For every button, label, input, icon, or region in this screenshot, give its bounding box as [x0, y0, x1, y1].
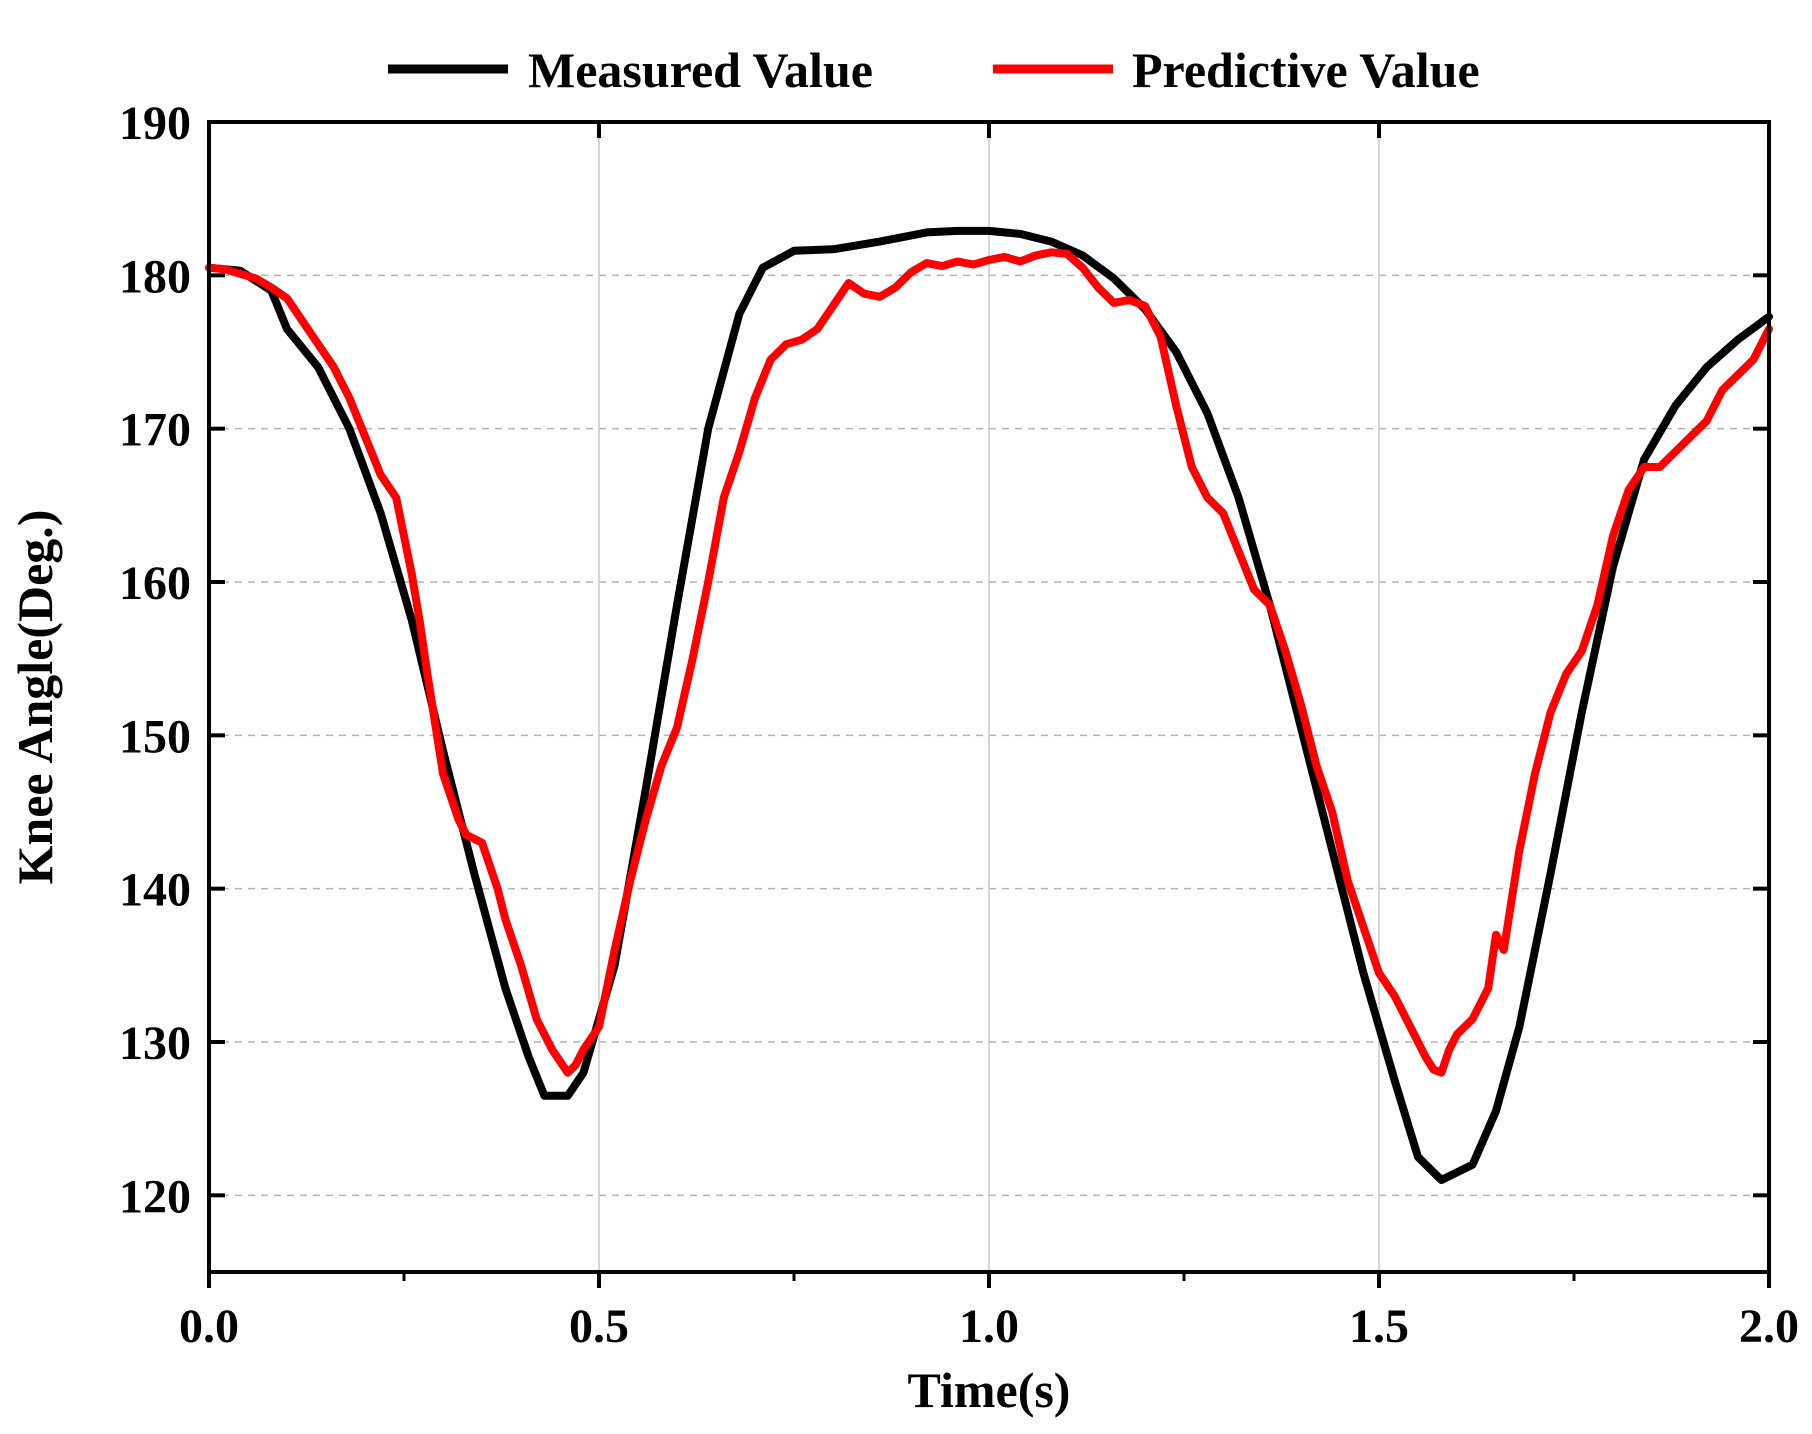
- y-tick-label: 170: [119, 404, 191, 457]
- legend-label-measured: Measured Value: [528, 42, 873, 98]
- x-tick-label: 1.5: [1349, 1300, 1409, 1353]
- axis-ticks: 120 130 140 150 160 170 180 190 0.0 0.5 1.0 1.5 2.0: [119, 97, 1799, 1353]
- y-tick-label: 180: [119, 250, 191, 303]
- y-tick-label: 140: [119, 864, 191, 917]
- series-line-predictive: [205, 248, 1773, 1077]
- y-tick-label: 160: [119, 557, 191, 610]
- x-tick-label: 0.5: [569, 1300, 629, 1353]
- y-tick-label: 190: [119, 97, 191, 150]
- x-tick-label: 1.0: [959, 1300, 1019, 1353]
- y-tick-label: 130: [119, 1017, 191, 1070]
- series-lines: [205, 226, 1773, 1184]
- y-axis-title: Knee Angle(Deg.): [7, 510, 63, 885]
- y-tick-label: 150: [119, 710, 191, 763]
- x-axis-title: Time(s): [908, 1362, 1071, 1418]
- legend-label-predictive: Predictive Value: [1132, 42, 1480, 98]
- x-tick-label: 2.0: [1739, 1300, 1799, 1353]
- grid-lines: [209, 122, 1769, 1272]
- legend: Measured Value Predictive Value: [388, 42, 1480, 98]
- x-tick-label: 0.0: [179, 1300, 239, 1353]
- y-tick-label: 120: [119, 1170, 191, 1223]
